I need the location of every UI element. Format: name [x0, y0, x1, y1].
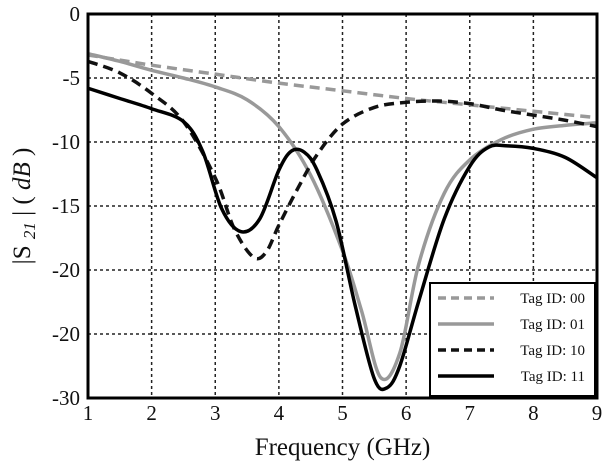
y-axis-title-unit: dB: [9, 162, 36, 190]
series-line-0: [87, 53, 598, 120]
x-axis-title: Frequency (GHz): [255, 434, 431, 461]
y-tick-label: 0: [70, 2, 81, 26]
x-tick-label: 4: [274, 401, 285, 425]
x-tick-label: 6: [401, 401, 412, 425]
y-axis-title-suffix: ): [9, 148, 36, 156]
y-tick-label: -15: [52, 194, 80, 218]
y-tick-label: -10: [52, 130, 80, 154]
legend-label: Tag ID: 11: [521, 369, 585, 385]
series-lines: [87, 51, 598, 392]
series-line-1: [87, 51, 598, 382]
legend-entry: Tag ID: 00: [438, 291, 585, 307]
x-tick-label: 3: [210, 401, 221, 425]
legend-entry: Tag ID: 11: [438, 369, 585, 385]
y-tick-label: -30: [52, 386, 80, 410]
y-axis-title: |S 21 | ( dB ): [9, 148, 41, 265]
x-tick-label: 7: [465, 401, 476, 425]
legend-label: Tag ID: 01: [520, 317, 585, 333]
x-tick-label: 1: [83, 401, 94, 425]
y-axis-title-subscript: 21: [20, 222, 39, 239]
legend-entry: Tag ID: 10: [438, 343, 585, 359]
x-tick-label: 5: [337, 401, 348, 425]
y-tick-label: -20: [52, 258, 80, 282]
x-tick-label: 9: [592, 401, 603, 425]
legend: Tag ID: 00 Tag ID: 01 Tag ID: 10 Tag ID: 11: [429, 282, 596, 397]
legend-entries: Tag ID: 00 Tag ID: 01 Tag ID: 10 Tag ID: 11: [438, 291, 585, 385]
plot-frame: [86, 12, 599, 400]
legend-entry: Tag ID: 01: [438, 317, 585, 333]
series-line-3: [87, 86, 598, 392]
legend-label: Tag ID: 00: [520, 291, 585, 307]
y-tick-label: -5: [63, 66, 81, 90]
y-axis-title-prefix: |S: [9, 245, 36, 264]
tick-labels: 1 2 3 4 5 6 7 8 9 0 -5 -10 -15 -20 -20 -30: [52, 2, 602, 425]
y-axis-title-middle: | (: [9, 196, 36, 216]
legend-label: Tag ID: 10: [520, 343, 585, 359]
x-tick-label: 2: [146, 401, 157, 425]
x-tick-label: 8: [528, 401, 539, 425]
y-tick-label: -20: [52, 322, 80, 346]
